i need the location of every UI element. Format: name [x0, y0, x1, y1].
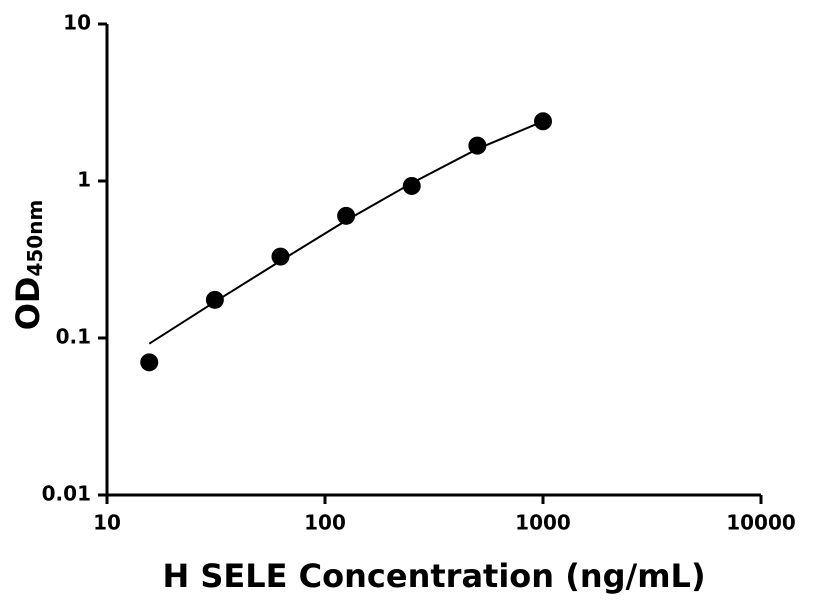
y-axis-title-sub: 450nm	[23, 200, 47, 277]
data-point	[337, 206, 356, 225]
y-axis-title: OD450nm	[9, 200, 47, 331]
data-point	[271, 247, 290, 266]
axes	[105, 24, 761, 497]
data-point	[402, 176, 421, 195]
x-tick-label: 1000	[515, 511, 571, 535]
y-tick-label: 1	[77, 168, 91, 192]
data-point	[205, 290, 224, 309]
data-point	[534, 112, 552, 131]
fit-curve	[148, 120, 544, 345]
data-point	[140, 353, 159, 372]
x-axis-title: H SELE Concentration (ng/mL)	[162, 557, 705, 595]
data-point	[468, 136, 487, 155]
y-tick-label: 10	[63, 11, 91, 35]
y-tick-label: 0.1	[56, 325, 91, 349]
y-axis-title-main: OD	[9, 277, 47, 331]
y-tick-label: 0.01	[42, 482, 91, 506]
x-tick-label: 10	[93, 511, 121, 535]
x-tick-label: 10000	[726, 511, 796, 535]
x-tick-label: 100	[304, 511, 346, 535]
